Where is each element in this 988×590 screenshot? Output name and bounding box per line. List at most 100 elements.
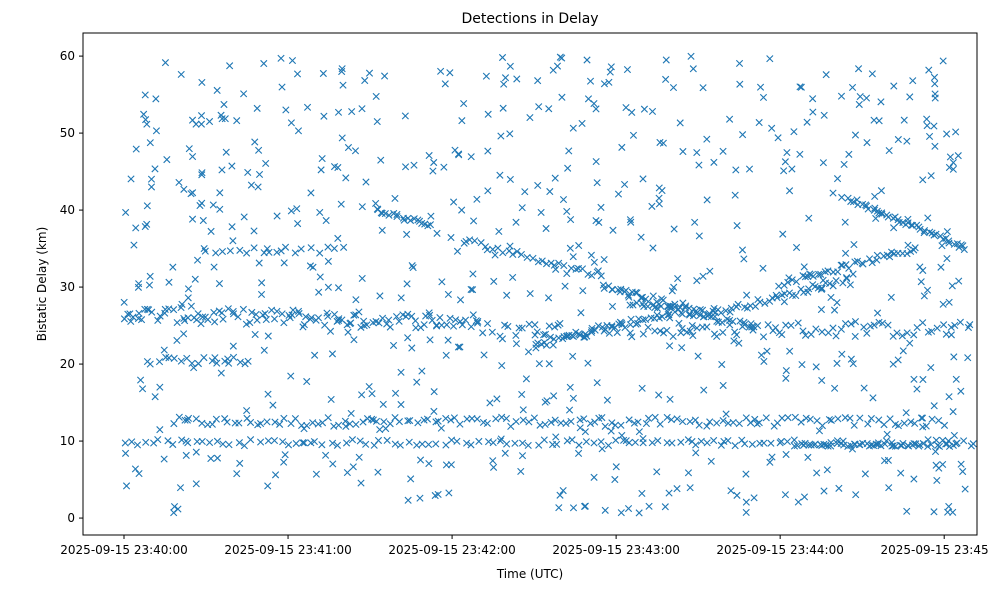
data-point (330, 244, 338, 253)
data-point (817, 305, 825, 314)
data-point (352, 420, 360, 429)
data-point (612, 436, 620, 444)
data-point (813, 469, 821, 477)
data-point (917, 278, 925, 286)
data-point (940, 321, 948, 329)
data-point (309, 419, 317, 427)
data-point (925, 66, 933, 74)
data-point (888, 439, 896, 447)
data-point (607, 427, 615, 435)
data-point (669, 332, 677, 341)
data-point (566, 244, 574, 252)
data-point (312, 470, 320, 478)
data-point (215, 280, 224, 288)
data-point (287, 372, 295, 380)
data-point (551, 416, 559, 424)
data-point (935, 416, 943, 425)
data-point (499, 249, 507, 257)
data-point (612, 463, 620, 471)
data-point (234, 313, 242, 321)
data-point (764, 321, 772, 329)
data-point (523, 253, 531, 262)
data-point (900, 419, 908, 427)
data-point (706, 267, 714, 275)
data-point (350, 336, 358, 344)
data-point (843, 274, 851, 282)
data-point (952, 375, 960, 383)
data-point (845, 264, 853, 272)
data-point (218, 309, 226, 317)
data-point (404, 417, 412, 425)
data-point (785, 187, 794, 195)
data-point (512, 340, 521, 348)
data-point (460, 239, 468, 247)
data-point (563, 269, 571, 278)
data-point (742, 498, 750, 506)
data-point (851, 131, 860, 139)
data-point (335, 421, 343, 429)
data-point (788, 165, 796, 173)
data-point (253, 316, 261, 324)
data-point (154, 316, 162, 324)
data-point (334, 108, 343, 116)
data-point (229, 353, 238, 361)
data-point (281, 451, 289, 459)
data-point (698, 306, 707, 314)
data-point (877, 98, 885, 106)
data-point (777, 437, 785, 446)
data-point (739, 131, 747, 139)
data-point (732, 166, 740, 174)
data-point (499, 104, 507, 112)
data-point (845, 150, 853, 158)
data-point (206, 438, 214, 447)
data-point (143, 305, 151, 313)
data-point (675, 319, 683, 327)
data-point (887, 293, 895, 301)
data-point (404, 310, 412, 318)
data-point (924, 214, 932, 222)
data-point (303, 377, 311, 386)
data-point (307, 189, 315, 197)
data-point (357, 479, 365, 487)
data-point (775, 282, 783, 290)
data-point (413, 378, 421, 386)
data-point (306, 262, 315, 270)
data-point (401, 112, 409, 120)
data-point (447, 436, 456, 444)
data-point (731, 191, 739, 199)
data-point (644, 302, 652, 311)
data-point (607, 63, 615, 71)
data-point (834, 415, 842, 423)
data-point (211, 318, 219, 326)
data-point (700, 386, 708, 394)
data-point (447, 233, 455, 242)
data-point (931, 94, 939, 102)
data-point (638, 384, 646, 392)
data-point (182, 451, 190, 459)
data-point (812, 325, 820, 333)
data-point (665, 342, 674, 350)
data-point (220, 100, 228, 109)
data-point (529, 254, 537, 262)
data-point (134, 283, 143, 291)
data-point (642, 419, 651, 428)
data-point (321, 321, 329, 329)
data-point (307, 244, 315, 252)
data-point (151, 165, 159, 173)
data-point (449, 322, 458, 330)
data-point (458, 206, 466, 214)
data-point (264, 332, 272, 340)
data-point (856, 92, 864, 101)
data-point (651, 413, 659, 421)
data-point (160, 346, 168, 354)
data-point (540, 331, 548, 339)
data-point (164, 437, 172, 445)
data-point (197, 120, 206, 128)
data-point (689, 331, 697, 340)
data-point (608, 285, 616, 294)
data-point (246, 418, 255, 427)
data-point (875, 117, 883, 125)
data-point (873, 207, 881, 215)
data-point (531, 331, 539, 339)
data-point (515, 324, 523, 332)
